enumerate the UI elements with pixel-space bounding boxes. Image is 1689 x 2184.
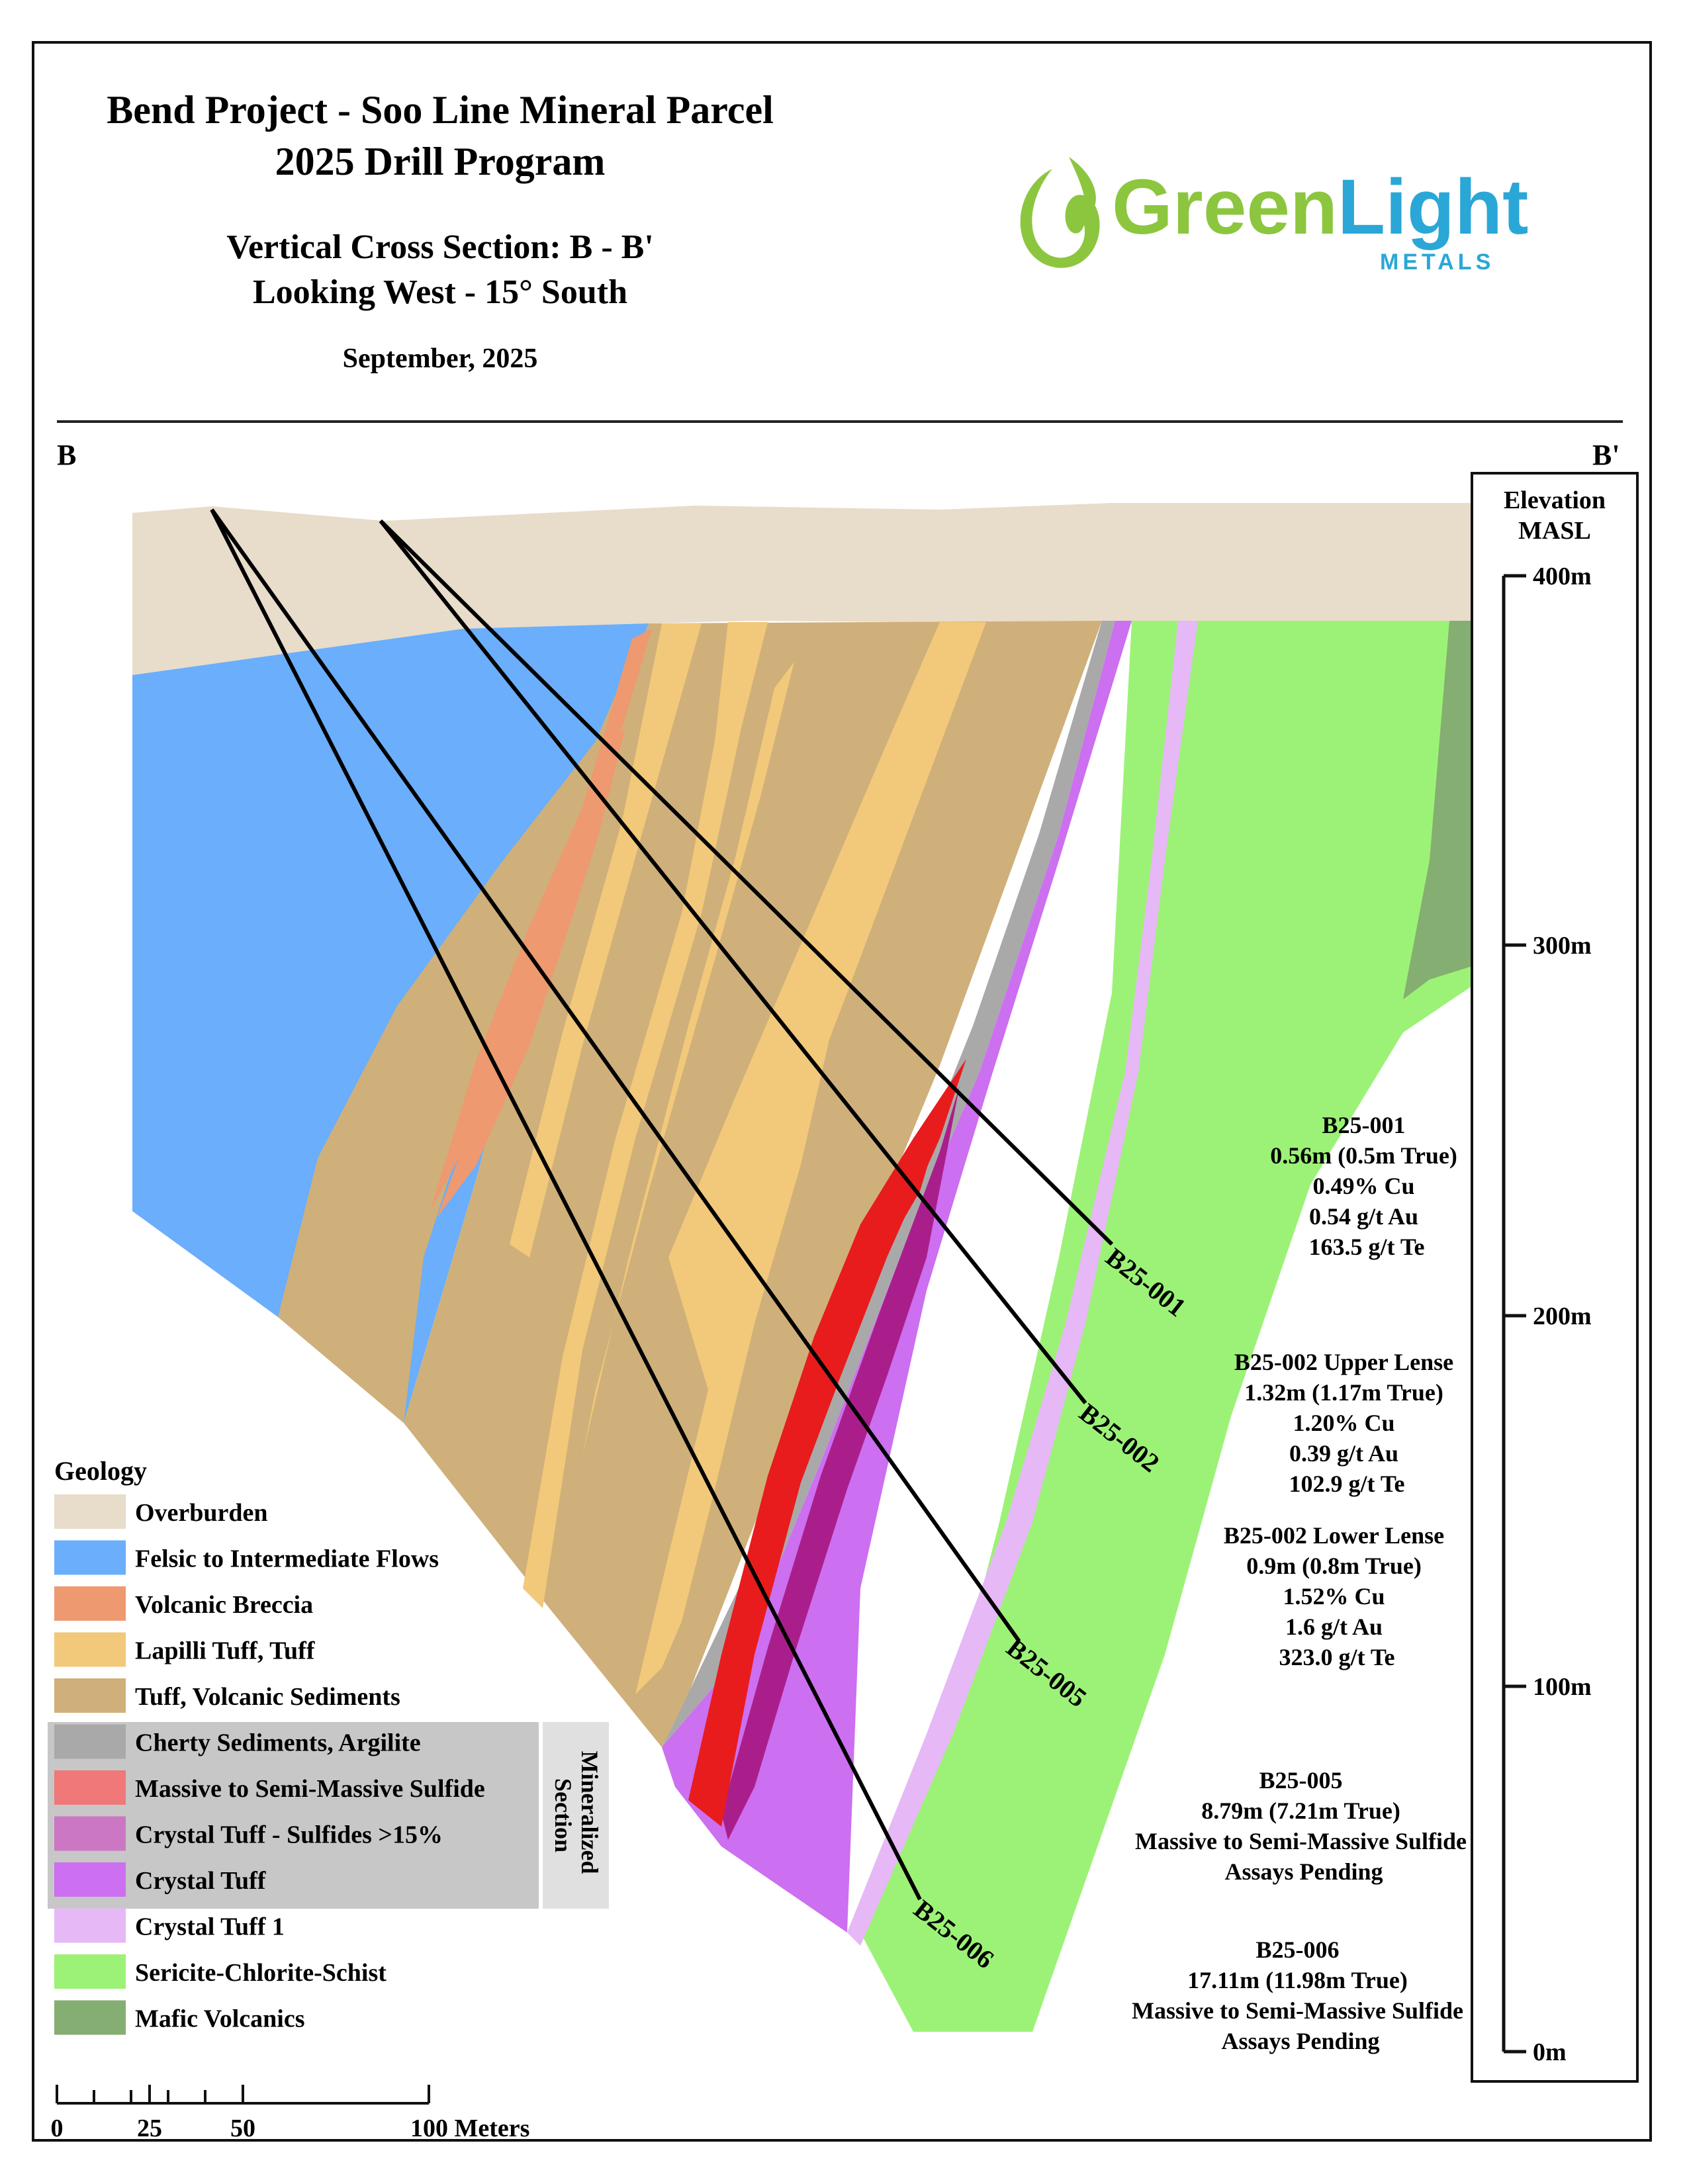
legend-swatch: [54, 1724, 126, 1759]
mineralized-section-box: [48, 1722, 539, 1909]
elevation-tick-label: 0m: [1533, 2038, 1567, 2066]
map-frame: [32, 41, 1652, 2142]
elevation-title-2: MASL: [1518, 517, 1591, 545]
intercept-b25-002-lower: B25-002 Lower Lense 0.9m (0.8m True) 1.5…: [1224, 1522, 1450, 1670]
drill-trace-b25-001: [379, 519, 1114, 1246]
legend-item-label: Tuff, Volcanic Sediments: [135, 1683, 400, 1711]
legend-swatch: [54, 1586, 126, 1621]
unit-breccia-2: [437, 728, 625, 1218]
unit-overburden: [132, 503, 1472, 675]
scale-label-50: 50: [230, 2115, 255, 2142]
intercept-b25-005: B25-005 8.79m (7.21m True) Massive to Se…: [1135, 1767, 1473, 1885]
legend-item-label: Sericite-Chlorite-Schist: [135, 1959, 387, 1987]
section-end-b: B: [57, 439, 77, 471]
legend: Mineralized Section Geology Overburden Fe…: [48, 1456, 609, 2035]
header-divider: [57, 420, 1623, 423]
legend-swatch: [54, 2000, 126, 2035]
drill-trace-b25-002: [379, 520, 1087, 1404]
legend-item-label: Volcanic Breccia: [135, 1591, 313, 1619]
legend-title: Geology: [54, 1456, 147, 1486]
elevation-scale: Elevation MASL 400m 300m 200m 100m 0m: [1471, 472, 1639, 2083]
unit-mafic: [1403, 621, 1472, 999]
intercept-b25-006: B25-006 17.11m (11.98m True) Massive to …: [1132, 1936, 1469, 2054]
unit-breccia-1: [430, 629, 652, 1211]
mineralized-label: Mineralized Section: [550, 1751, 603, 1880]
legend-item-label: Massive to Semi-Massive Sulfide: [135, 1775, 485, 1803]
unit-schist: [860, 621, 1472, 2032]
unit-crystal-tuff-sulfides: [721, 1085, 960, 1840]
scale-label-100: 100 Meters: [410, 2115, 529, 2142]
elevation-tick-label: 400m: [1533, 563, 1592, 590]
distance-scale: 0 25 50 100 Meters: [51, 2085, 529, 2142]
legend-swatch: [54, 1954, 126, 1989]
scale-label-0: 0: [51, 2115, 64, 2142]
unit-lapilli-4: [556, 662, 794, 1588]
leaf-icon: [1020, 157, 1100, 268]
elevation-title-1: Elevation: [1504, 486, 1606, 514]
date-label: September, 2025: [342, 343, 538, 374]
legend-swatch: [54, 1678, 126, 1713]
legend-item-label: Felsic to Intermediate Flows: [135, 1545, 439, 1573]
legend-item-label: Crystal Tuff 1: [135, 1913, 285, 1941]
elevation-scale-box: [1471, 472, 1639, 2083]
scale-label-25: 25: [137, 2115, 162, 2142]
legend-swatch: [54, 1770, 126, 1805]
unit-tuff-sediments-left: [278, 649, 635, 1423]
drill-traces: [210, 508, 1114, 1901]
legend-swatch: [54, 1862, 126, 1897]
logo-tagline: METALS: [1380, 250, 1494, 275]
intercept-b25-002-upper: B25-002 Upper Lense 1.32m (1.17m True) 1…: [1234, 1349, 1459, 1497]
intercept-b25-001: B25-001 0.56m (0.5m True) 0.49% Cu 0.54 …: [1270, 1112, 1463, 1260]
subtitle-line-2: Looking West - 15° South: [253, 273, 627, 311]
unit-cherty: [662, 621, 1115, 1747]
legend-swatch: [54, 1908, 126, 1943]
legend-swatch: [54, 1494, 126, 1529]
intercept-annotations: B25-001 0.56m (0.5m True) 0.49% Cu 0.54 …: [1132, 1112, 1473, 2054]
legend-item-label: Lapilli Tuff, Tuff: [135, 1637, 316, 1665]
legend-item-label: Overburden: [135, 1499, 268, 1527]
elevation-tick-label: 200m: [1533, 1302, 1592, 1330]
legend-item-label: Mafic Volcanics: [135, 2005, 304, 2033]
legend-swatch: [54, 1816, 126, 1851]
legend-item-label: Crystal Tuff: [135, 1867, 267, 1895]
unit-lapilli-3: [668, 622, 986, 1390]
title-line-2: 2025 Drill Program: [275, 140, 606, 183]
unit-lapilli-5: [635, 1019, 834, 1694]
unit-lapilli-2: [523, 622, 768, 1608]
legend-swatch: [54, 1540, 126, 1575]
unit-sulfide: [688, 1059, 966, 1827]
logo-word-green: GreenLight: [1112, 163, 1528, 251]
drill-trace-b25-006: [210, 508, 922, 1901]
drill-trace-b25-005: [210, 508, 1021, 1643]
legend-swatch: [54, 1632, 126, 1667]
mineralized-label-box: [543, 1722, 609, 1909]
title-line-1: Bend Project - Soo Line Mineral Parcel: [107, 88, 774, 132]
elevation-tick-label: 300m: [1533, 932, 1592, 960]
geology-units: [132, 503, 1472, 2032]
section-end-b-prime: B': [1592, 439, 1620, 471]
elevation-tick-label: 100m: [1533, 1673, 1592, 1701]
legend-item-label: Crystal Tuff - Sulfides >15%: [135, 1821, 443, 1849]
subtitle-line-1: Vertical Cross Section: B - B': [226, 228, 654, 266]
unit-sulfide-lens: [847, 1158, 930, 1317]
legend-item-label: Cherty Sediments, Argilite: [135, 1729, 421, 1757]
greenlight-logo: GreenLight METALS: [1020, 157, 1528, 275]
unit-lapilli-1: [510, 623, 702, 1257]
